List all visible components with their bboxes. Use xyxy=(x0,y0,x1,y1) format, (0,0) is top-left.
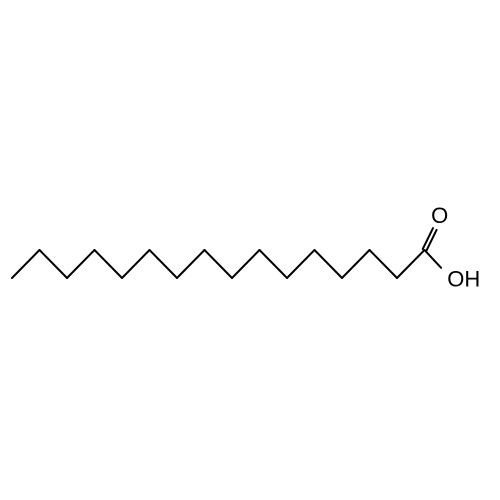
bond-group xyxy=(12,228,441,278)
molecule-diagram: O OH xyxy=(0,0,500,500)
atom-labels: O OH xyxy=(431,203,480,291)
svg-text:OH: OH xyxy=(447,266,480,291)
svg-text:O: O xyxy=(431,203,448,228)
